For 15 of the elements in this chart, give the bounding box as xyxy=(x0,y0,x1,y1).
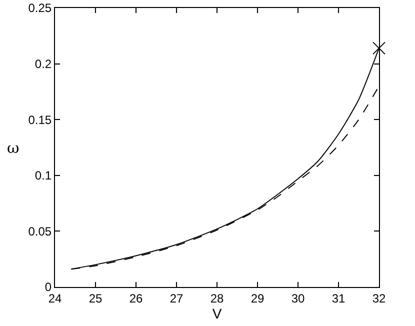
y-axis-title: ω xyxy=(7,139,20,157)
y-tick-label: 0.1 xyxy=(34,168,52,183)
y-tick-label: 0.25 xyxy=(28,1,52,16)
x-tick-label: 26 xyxy=(129,291,143,306)
y-tick-label: 0.15 xyxy=(28,112,52,127)
x-tick-label: 25 xyxy=(88,291,102,306)
x-axis-title: V xyxy=(212,305,222,322)
y-tick-label: 0.2 xyxy=(34,57,52,71)
x-tick-label: 28 xyxy=(210,291,224,306)
x-tick-label: 30 xyxy=(291,291,305,306)
x-tick-label: 32 xyxy=(372,291,386,306)
x-tick-label: 29 xyxy=(250,291,264,306)
x-tick-label: 31 xyxy=(332,291,346,306)
x-tick-label: 27 xyxy=(170,291,184,306)
y-tick-label: 0.05 xyxy=(28,224,52,238)
